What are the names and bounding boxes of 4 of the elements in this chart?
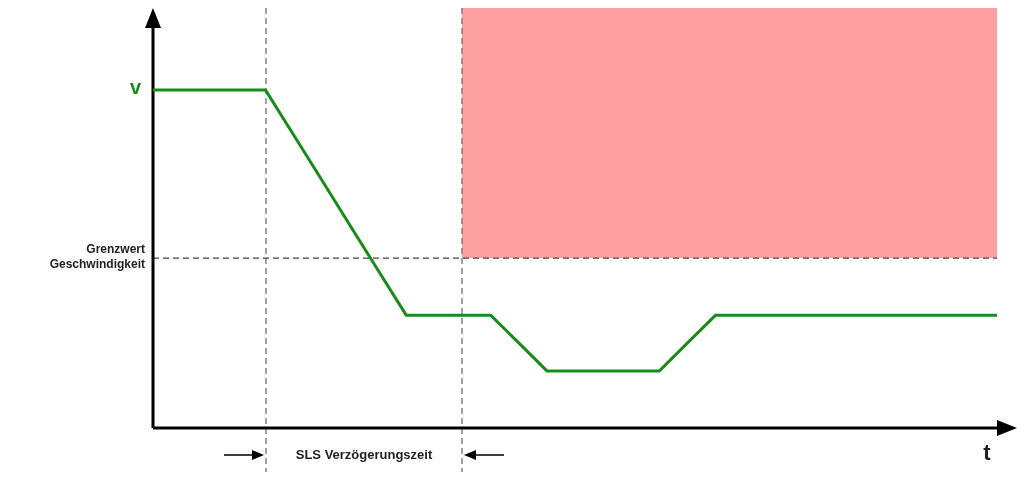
text: v: [129, 75, 142, 98]
text: SLS Verzögerungszeit: [295, 446, 433, 462]
ref-line-label: Grenzwert Geschwindigkeit: [49, 242, 145, 272]
x-axis-title: t: [983, 440, 992, 466]
